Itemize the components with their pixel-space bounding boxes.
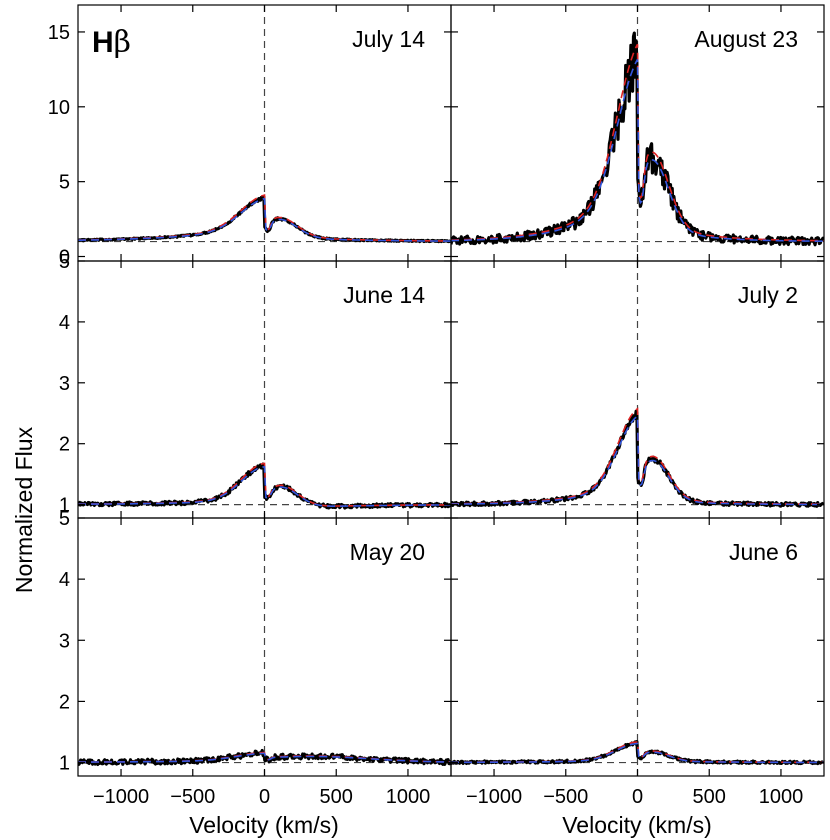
panel-date-label: July 14 xyxy=(352,26,425,52)
y-tick-label: 3 xyxy=(59,630,70,652)
x-axis-title-right: Velocity (km/s) xyxy=(562,812,712,838)
y-tick-label: 2 xyxy=(59,434,70,456)
model-blue-series xyxy=(451,742,824,764)
line-label-greek: β xyxy=(114,25,131,60)
x-tick-label: −1000 xyxy=(466,786,522,808)
model-red-series xyxy=(78,462,451,507)
x-tick-label: 1000 xyxy=(386,786,431,808)
x-axis-title-left: Velocity (km/s) xyxy=(189,812,339,838)
x-tick-label: 500 xyxy=(320,786,353,808)
y-tick-label: 5 xyxy=(59,251,70,273)
model-blue-series xyxy=(78,465,451,507)
panel-date-label: June 6 xyxy=(729,539,798,565)
x-tick-label: −1000 xyxy=(93,786,149,808)
x-tick-label: 0 xyxy=(259,786,270,808)
x-tick-label: −500 xyxy=(543,786,588,808)
y-tick-label: 4 xyxy=(59,569,70,591)
y-axis-title: Normalized Flux xyxy=(11,426,37,593)
model-red-series xyxy=(78,194,451,242)
model-blue-series xyxy=(78,197,451,242)
y-tick-label: 5 xyxy=(59,172,70,194)
line-label-letter: H xyxy=(92,26,114,59)
y-tick-label: 0 xyxy=(59,247,70,269)
y-tick-label: 5 xyxy=(59,508,70,530)
y-tick-label: 15 xyxy=(48,22,70,44)
panel-june-6: −1000 −500 0 500 1000 June 6 xyxy=(450,517,825,808)
x-tick-label: 0 xyxy=(632,786,643,808)
panel-date-label: June 14 xyxy=(343,282,425,308)
panel-date-label: August 23 xyxy=(694,26,798,52)
panel-july-14: 0 5 10 15 July 14 xyxy=(48,4,452,269)
model-red-series xyxy=(451,43,824,242)
y-tick-label: 1 xyxy=(59,495,70,517)
panel-july-2: July 2 xyxy=(450,260,825,519)
y-tick-label: 4 xyxy=(59,312,70,334)
model-blue-series xyxy=(78,752,451,763)
y-tick-label: 1 xyxy=(59,753,70,775)
model-blue-series xyxy=(451,414,824,506)
panel-june-14: 1 2 3 4 5 June 14 xyxy=(59,251,452,519)
y-tick-label: 10 xyxy=(48,97,70,119)
panel-may-20: −1000 −500 0 500 1000 1 2 3 4 5 May 20 xyxy=(59,508,452,808)
model-blue-series xyxy=(451,59,824,242)
x-tick-label: 500 xyxy=(693,786,726,808)
x-tick-label: 1000 xyxy=(759,786,804,808)
x-tick-label: −500 xyxy=(170,786,215,808)
panel-august-23: August 23 xyxy=(450,4,825,262)
panel-date-label: May 20 xyxy=(350,539,425,565)
line-label: Hβ xyxy=(92,25,131,60)
panel-date-label: July 2 xyxy=(738,282,798,308)
y-tick-label: 3 xyxy=(59,373,70,395)
y-tick-label: 2 xyxy=(59,691,70,713)
